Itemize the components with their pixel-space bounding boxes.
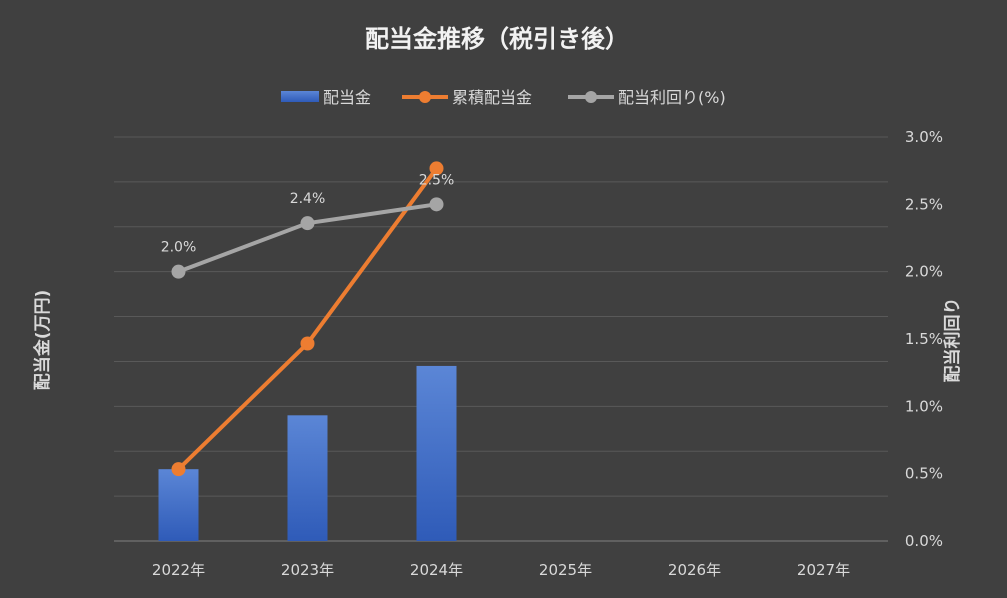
series-point bbox=[429, 161, 444, 176]
line-series bbox=[171, 161, 444, 477]
x-tick-label: 2023年 bbox=[281, 561, 334, 579]
data-label: 2.4% bbox=[290, 191, 326, 207]
y2-tick-label: 3.0% bbox=[905, 128, 943, 146]
bar bbox=[287, 415, 328, 541]
bar bbox=[416, 365, 457, 541]
series-line bbox=[176, 202, 439, 274]
legend-swatch bbox=[281, 91, 319, 102]
bar-series bbox=[158, 365, 457, 541]
x-tick-label: 2025年 bbox=[539, 561, 592, 579]
x-tick-label: 2022年 bbox=[152, 561, 205, 579]
bar bbox=[158, 469, 199, 541]
series-point bbox=[300, 336, 315, 351]
data-labels: 2.0% 2.4% 2.5% bbox=[161, 172, 455, 255]
legend-label: 配当金 bbox=[323, 88, 371, 107]
data-label: 2.5% bbox=[419, 172, 455, 188]
series-point bbox=[171, 462, 186, 477]
data-label: 2.0% bbox=[161, 240, 197, 256]
y2-tick-label: 0.0% bbox=[905, 532, 943, 550]
series-point bbox=[300, 216, 315, 231]
series-point bbox=[429, 197, 444, 212]
legend-label: 配当利回り(%) bbox=[618, 88, 726, 107]
x-tick-label: 2024年 bbox=[410, 561, 463, 579]
y2-tick-label: 1.0% bbox=[905, 397, 943, 415]
y2-tick-label: 0.5% bbox=[905, 465, 943, 483]
y2-tick-label: 2.0% bbox=[905, 263, 943, 281]
y-axis-title: 配当金(万円) bbox=[32, 290, 53, 391]
legend-marker bbox=[419, 91, 431, 103]
legend-label: 累積配当金 bbox=[452, 88, 532, 107]
gridlines bbox=[114, 136, 888, 542]
y2-axis-title: 配当利回り bbox=[942, 298, 963, 383]
series-point bbox=[171, 264, 186, 279]
y2-axis-ticks: 0.0% 0.5% 1.0% 1.5% 2.0% 2.5% 3.0% bbox=[905, 128, 943, 550]
x-axis-ticks: 2022年 2023年 2024年 2025年 2026年 2027年 bbox=[152, 561, 850, 579]
y2-tick-label: 1.5% bbox=[905, 330, 943, 348]
x-tick-label: 2026年 bbox=[668, 561, 721, 579]
chart-title: 配当金推移（税引き後） bbox=[365, 25, 629, 53]
y2-tick-label: 2.5% bbox=[905, 195, 943, 213]
legend: 配当金 累積配当金 配当利回り(%) bbox=[281, 88, 726, 107]
legend-marker bbox=[585, 91, 597, 103]
x-tick-label: 2027年 bbox=[797, 561, 850, 579]
